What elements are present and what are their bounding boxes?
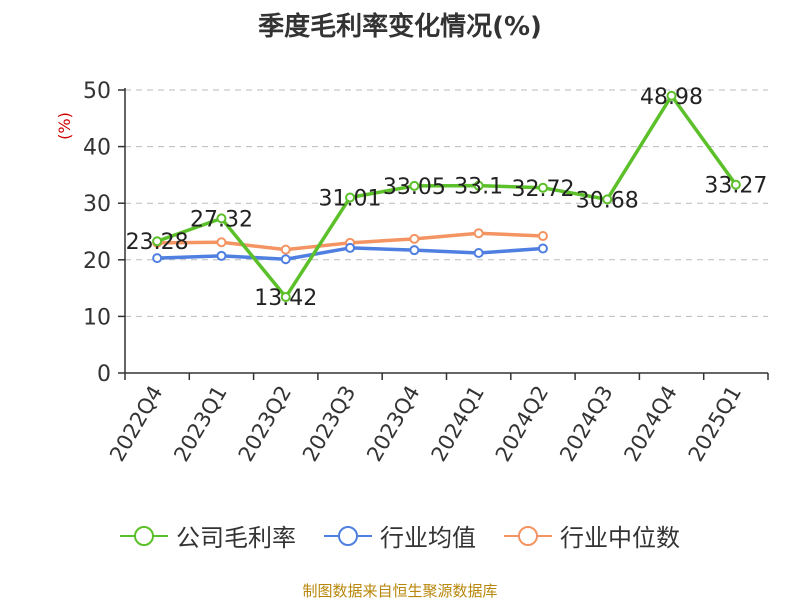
data-label: 33.27 — [704, 174, 767, 199]
data-label: 13.42 — [254, 286, 317, 311]
data-point — [473, 248, 484, 259]
data-point — [409, 233, 420, 244]
chart-title: 季度毛利率变化情况(%) — [258, 12, 542, 42]
data-point — [602, 194, 613, 205]
data-point — [216, 213, 227, 224]
legend-label: 行业均值 — [380, 524, 476, 552]
data-point — [152, 236, 163, 247]
data-point — [666, 90, 677, 101]
data-label: 27.32 — [190, 207, 253, 232]
legend: 公司毛利率 行业均值 行业中位数 — [0, 518, 800, 553]
data-point — [537, 243, 548, 254]
data-label: 48.98 — [640, 85, 703, 110]
data-label: 30.68 — [576, 188, 639, 213]
y-tick-label: 50 — [83, 79, 111, 104]
legend-label: 公司毛利率 — [176, 524, 296, 552]
x-tick-label: 2024Q1 — [427, 382, 489, 466]
legend-swatch — [120, 524, 168, 548]
legend-swatch — [504, 524, 552, 548]
data-label: 31.01 — [319, 186, 382, 211]
series-line — [156, 94, 738, 299]
data-point — [345, 192, 356, 203]
data-point — [537, 182, 548, 193]
data-label: 23.28 — [126, 230, 189, 255]
data-point — [473, 180, 484, 191]
y-tick-label: 20 — [83, 249, 111, 274]
data-point — [730, 179, 741, 190]
x-tick-label: 2023Q2 — [234, 382, 296, 466]
legend-swatch — [324, 524, 372, 548]
y-axis-label: (%) — [55, 112, 74, 140]
x-tick-label: 2023Q1 — [169, 382, 231, 466]
data-point — [216, 237, 227, 248]
data-point — [280, 244, 291, 255]
data-label: 33.1 — [454, 175, 503, 200]
y-tick-label: 0 — [97, 362, 111, 387]
data-label: 32.72 — [511, 177, 574, 202]
x-tick-label: 2024Q2 — [491, 382, 553, 466]
legend-item[interactable]: 行业中位数 — [504, 518, 680, 553]
data-point — [152, 253, 163, 264]
data-label: 33.05 — [383, 175, 446, 200]
x-tick-label: 2023Q4 — [362, 382, 424, 466]
x-tick-label: 2024Q3 — [555, 382, 617, 466]
y-tick-label: 40 — [83, 136, 111, 161]
y-tick-label: 30 — [83, 192, 111, 217]
data-point — [345, 242, 356, 253]
x-tick-label: 2024Q4 — [619, 382, 681, 466]
x-tick-label: 2023Q3 — [298, 382, 360, 466]
x-tick-label: 2025Q1 — [684, 382, 746, 466]
legend-item[interactable]: 行业均值 — [324, 518, 476, 553]
legend-label: 行业中位数 — [560, 524, 680, 552]
data-point — [409, 245, 420, 256]
data-point — [280, 254, 291, 265]
data-point — [216, 250, 227, 261]
data-point — [473, 228, 484, 239]
data-point — [280, 292, 291, 303]
y-tick-label: 10 — [83, 305, 111, 330]
legend-item[interactable]: 公司毛利率 — [120, 518, 296, 553]
x-tick-label: 2022Q4 — [105, 382, 167, 466]
data-point — [409, 180, 420, 191]
source-note: 制图数据来自恒生聚源数据库 — [302, 582, 498, 600]
data-point — [537, 231, 548, 242]
